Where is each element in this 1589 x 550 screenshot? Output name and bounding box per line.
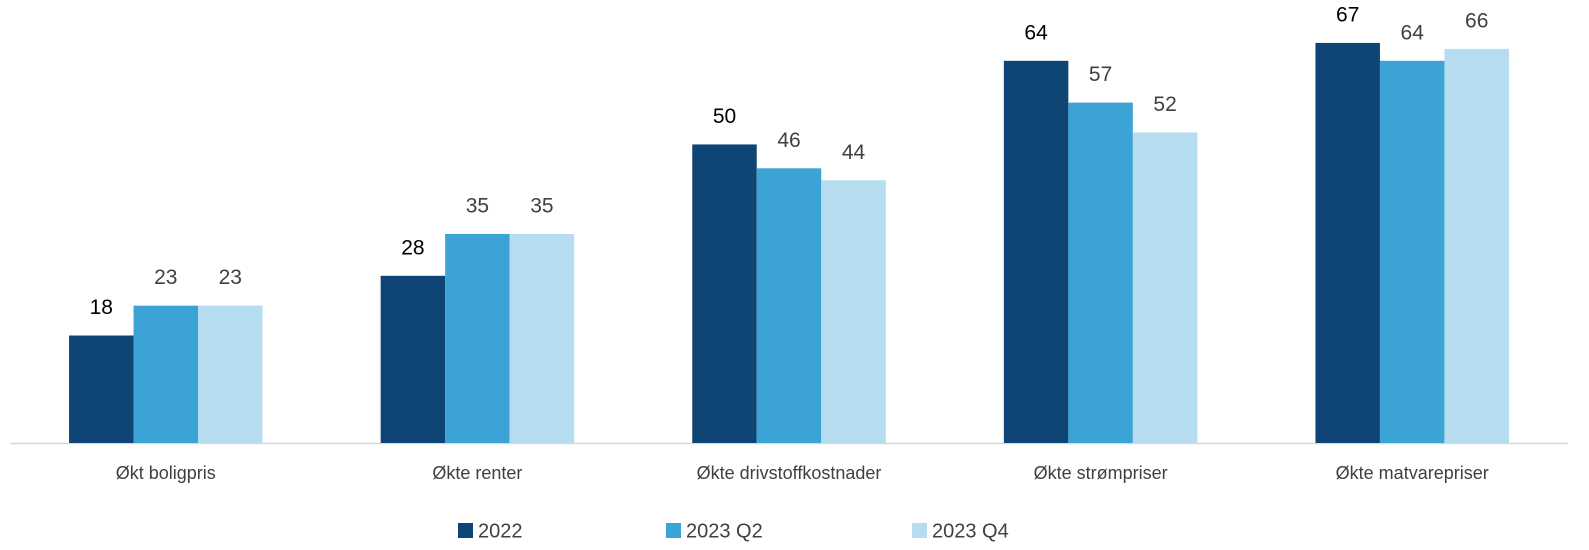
bar bbox=[1444, 48, 1509, 444]
legend-swatch bbox=[458, 523, 473, 538]
value-label: 35 bbox=[530, 195, 553, 218]
value-label: 64 bbox=[1401, 21, 1425, 44]
value-label: 23 bbox=[154, 266, 177, 289]
x-tick-label: Økte strømpriser bbox=[1034, 463, 1168, 483]
bar bbox=[133, 305, 199, 443]
x-tick-label: Økte renter bbox=[432, 463, 522, 483]
value-label: 44 bbox=[842, 141, 866, 164]
x-tick-label: Økte matvarepriser bbox=[1336, 463, 1489, 483]
value-label: 46 bbox=[777, 129, 800, 152]
legend-swatch bbox=[666, 523, 681, 538]
legend-label: 2023 Q2 bbox=[686, 520, 763, 542]
bar bbox=[1132, 132, 1198, 443]
bar bbox=[445, 234, 510, 443]
value-label: 35 bbox=[466, 195, 489, 218]
bar bbox=[1315, 42, 1380, 444]
value-label: 23 bbox=[219, 266, 242, 289]
bar bbox=[380, 275, 446, 443]
value-label: 50 bbox=[713, 105, 736, 128]
value-label: 66 bbox=[1465, 9, 1488, 32]
legend-swatch bbox=[912, 523, 927, 538]
bar bbox=[756, 168, 822, 444]
bar bbox=[1068, 102, 1133, 443]
value-label: 57 bbox=[1089, 63, 1112, 86]
legend-label: 2022 bbox=[478, 520, 523, 542]
value-label: 64 bbox=[1024, 21, 1048, 44]
bar bbox=[821, 180, 886, 443]
value-label: 18 bbox=[90, 296, 113, 319]
bar bbox=[1003, 60, 1069, 443]
x-tick-label: Økt boligpris bbox=[116, 463, 216, 483]
legend-label: 2023 Q4 bbox=[932, 520, 1009, 542]
bar bbox=[509, 234, 575, 443]
x-tick-label: Økte drivstoffkostnader bbox=[697, 463, 882, 483]
value-label: 52 bbox=[1153, 93, 1176, 116]
bar bbox=[69, 335, 134, 443]
value-label: 67 bbox=[1336, 3, 1359, 26]
bar bbox=[198, 305, 263, 443]
bar bbox=[1379, 60, 1445, 443]
value-label: 28 bbox=[401, 236, 424, 259]
bar bbox=[692, 144, 757, 443]
